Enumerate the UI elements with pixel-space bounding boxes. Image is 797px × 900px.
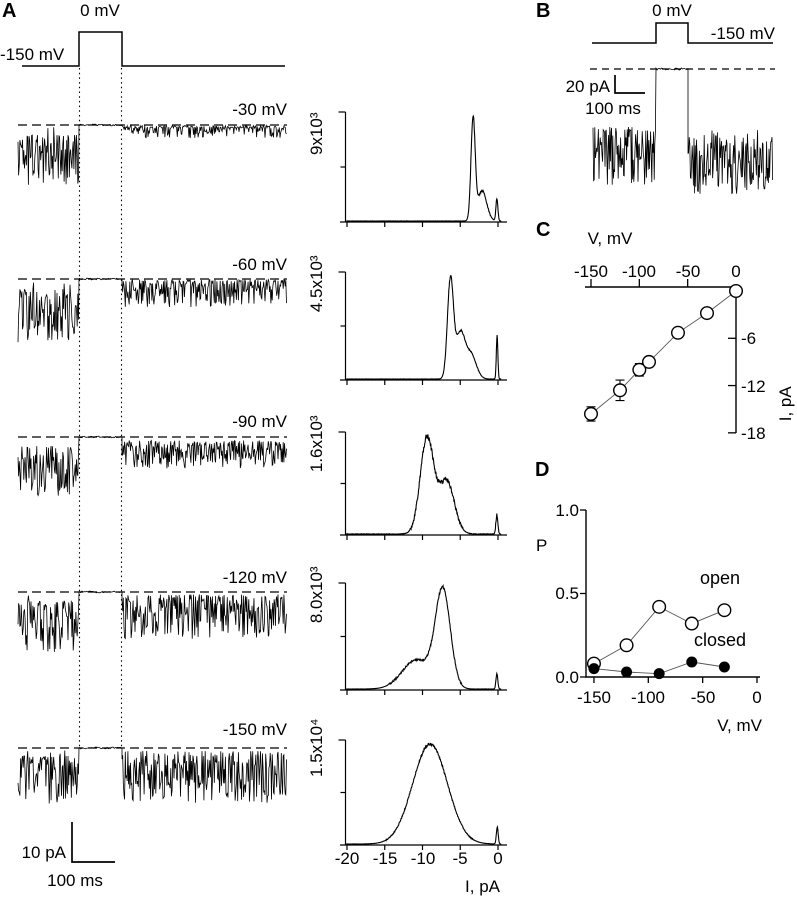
panel-d-yaxis-label: P [536,536,548,555]
histogram-ymax-label-2: 4.5x10³ [307,255,327,313]
panel-d-xaxis-label: V, mV [717,716,762,735]
panel-d-closed-point--120mV [621,666,633,678]
panel-c-xtick-0: 0 [731,262,741,281]
panel-d-axes [585,510,760,678]
panel-c-ytick-m12: -12 [741,377,766,396]
panel-c-label: C [536,219,551,241]
panel-a-trace--30mV [17,123,287,185]
panel-a-scalebar-time-label: 100 ms [47,871,103,890]
panel-c-ytick-m18: -18 [741,424,766,443]
panel-d-closed-point--150mV [588,663,600,675]
trace-label-120mv: -120 mV [222,568,287,587]
panel-c-datapoint--30mV [699,306,714,321]
panel-d-open-point--120mV [619,638,634,653]
histogram-xtick-0: 0 [493,849,503,868]
panel-c-datapoint-0mV [729,284,744,299]
panel-d-xtick-m50: -50 [690,688,716,707]
panel-d-ytick-05: 0.5 [555,584,579,603]
panel-b-scalebar [614,75,645,94]
panel-d-open-point--90mV [652,599,667,614]
panel-c-xaxis-label: V, mV [587,229,633,248]
panel-b-holding-voltage-label: -150 mV [710,24,775,43]
panel-a-scalebar-current-label: 10 pA [21,843,66,862]
histogram-curve--150mV [346,742,502,845]
histogram-xtick-m15: -15 [372,849,398,868]
histogram-ymax-label-5: 1.5x10⁴ [307,718,327,777]
panel-c-xtick-m100: -100 [621,262,657,281]
panel-a-label: A [2,0,17,22]
panel-b-pulse-voltage-label: 0 mV [652,1,692,20]
histogram-xaxis-label: I, pA [465,877,500,896]
histogram-curve--90mV [345,434,502,536]
panel-d-closed-point--60mV [686,656,698,668]
panel-d-xtick-0: 0 [752,688,762,707]
panel-c-datapoint--100mV [632,362,647,377]
panel-c-datapoint--60mV [670,325,685,340]
panel-d-label: D [535,459,550,481]
panel-c-datapoint--90mV [641,354,656,369]
panel-a-trace--90mV [17,435,287,497]
panel-b-trace [592,67,773,195]
trace-label-150mv: -150 mV [222,720,287,739]
panel-b-label: B [536,0,551,22]
panel-a-trace--60mV [17,277,287,343]
panel-a-trace--120mV [17,590,287,652]
open-series-label: open [700,568,741,588]
histogram-curve--120mV [346,583,502,690]
panel-c-fit-line [590,290,737,415]
trace-label-60mv: -60 mV [232,255,287,274]
panel-a-trace--150mV [17,746,287,804]
closed-series-label: closed [694,630,747,650]
trace-label-90mv: -90 mV [232,412,287,431]
panel-d-open-point--60mV [684,616,699,631]
histogram-xtick-m5: -5 [452,849,468,868]
panel-b-scalebar-current-label: 20 pA [565,77,610,96]
panel-b-voltage-protocol-line [592,22,773,44]
panel-d-closed-point--90mV [653,668,665,680]
panel-a-scalebar [71,822,115,863]
panel-a-holding-voltage-label: -150 mV [0,45,65,64]
histogram-curve--60mV [346,274,502,380]
histogram-ymax-label-1: 9x10³ [307,112,327,156]
panel-d-yaxis-tick-0: 0.0 [555,668,579,687]
panel-c-xtick-m50: -50 [675,262,701,281]
trace-label-30mv: -30 mV [232,100,287,119]
panel-c-ytick-m6: -6 [741,329,757,348]
histogram-ymax-label-4: 8.0x10³ [307,566,327,624]
panel-d-closed-point--30mV [718,661,730,673]
histogram-curve--30mV [346,114,502,222]
histogram-xtick-m10: -10 [410,849,436,868]
panel-d-ytick-1: 1.0 [555,501,579,520]
histogram-xtick-m20: -20 [334,849,360,868]
panel-a-pulse-voltage-label: 0 mV [80,1,120,20]
panel-c-yaxis-label: I, pA [776,386,796,422]
panel-d-xtick-m100: -100 [630,688,666,707]
panel-c-xtick-m150: -150 [573,262,609,281]
histogram-ymax-label-3: 1.6x10³ [307,415,327,473]
panel-c-datapoint--120mV [612,383,627,398]
panel-b-scalebar-time-label: 100 ms [585,99,641,118]
panel-c-datapoint--150mV [583,406,598,421]
panel-d-open-point--30mV [717,603,732,618]
panel-d-xtick-m150: -150 [576,688,612,707]
panel-a-voltage-protocol-line [22,31,285,67]
